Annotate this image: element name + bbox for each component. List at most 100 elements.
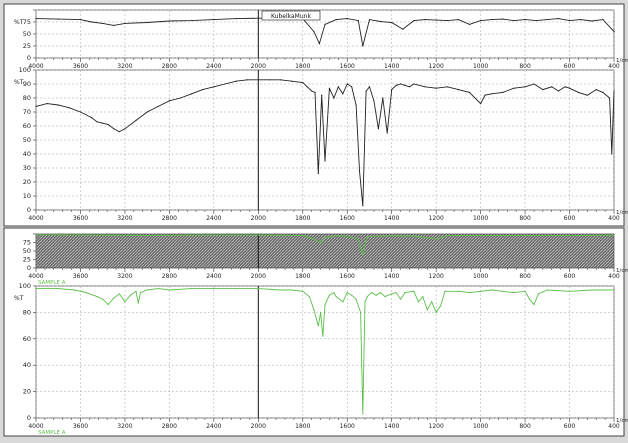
x-tick-label: 3200 (117, 273, 132, 280)
series-point (568, 87, 571, 89)
series-point (373, 100, 375, 102)
series-point (351, 86, 353, 88)
x-tick-label: 1000 (473, 423, 488, 430)
series-point (355, 298, 357, 300)
x-tick-label: 600 (564, 215, 576, 222)
series-point (191, 93, 193, 95)
x-tick-label: 3200 (117, 63, 132, 70)
series-point (537, 293, 540, 295)
x-tick-label: 2400 (206, 63, 221, 70)
x-tick-label: 400 (608, 215, 620, 222)
series-point (79, 19, 82, 21)
series-point (102, 298, 104, 300)
x-tick-label: 800 (519, 273, 531, 280)
series-point (468, 23, 471, 25)
x-tick-label: 4000 (28, 273, 43, 280)
series-point (568, 235, 571, 237)
series-point (382, 97, 384, 99)
series-point (546, 289, 548, 291)
series-point (424, 19, 426, 21)
y-tick-label: 70 (23, 108, 31, 116)
chart-panel-bottom-main: 4000 3600 3200 2800 2400 2000 1800 1600 1400 1200… (14, 282, 628, 436)
series-point (568, 19, 571, 22)
series-point (113, 128, 115, 130)
series-point (317, 325, 319, 327)
x-tick-label: 1600 (340, 423, 355, 430)
series-point (328, 294, 331, 296)
series-point (85, 292, 87, 294)
x-tick-label: 3200 (117, 423, 132, 430)
series-point (102, 122, 104, 124)
series-point (613, 90, 615, 92)
series-point (90, 21, 93, 23)
series-point (457, 290, 459, 292)
series-point (577, 91, 580, 93)
series-point (413, 235, 415, 237)
series-point (611, 153, 613, 155)
x-tick-label: 1600 (340, 273, 355, 280)
series-point (308, 295, 311, 298)
series-point (118, 131, 120, 133)
x-tick-label: 2000 (251, 423, 266, 430)
series-point (371, 292, 373, 294)
series-point (591, 20, 593, 22)
series-point (313, 238, 315, 240)
series-point (313, 309, 315, 311)
series-point (68, 107, 70, 109)
series-point (613, 31, 615, 33)
series-point (457, 89, 459, 91)
x-tick-label: 1200 (429, 423, 444, 430)
series-point (358, 170, 361, 172)
series-point (191, 288, 193, 290)
y-tick-label: 80 (23, 94, 31, 102)
series-point (391, 293, 393, 295)
series-point (246, 79, 248, 81)
series-point (524, 234, 526, 236)
series-point (524, 290, 526, 292)
x-axis-unit-label: 1/cm (616, 418, 628, 424)
x-tick-label: 4000 (28, 63, 43, 70)
series-point (502, 290, 504, 292)
series-point (102, 22, 104, 25)
y-tick-label: 25 (23, 256, 31, 264)
series-point (404, 292, 406, 294)
series-point (146, 111, 148, 113)
series-point (375, 294, 377, 296)
x-tick-label: 1200 (429, 63, 444, 70)
series-point (191, 19, 193, 22)
series-point (468, 292, 471, 294)
x-tick-label: 1200 (429, 273, 444, 280)
series-point (235, 80, 237, 82)
series-point (357, 19, 359, 22)
series-point (379, 20, 382, 23)
series-point (362, 45, 364, 47)
series-point (324, 23, 326, 25)
series-point (368, 86, 371, 88)
series-point (322, 335, 324, 337)
series-point (314, 91, 316, 93)
series-point (417, 301, 419, 303)
x-tick-label: 1400 (384, 215, 399, 222)
series-point (202, 234, 204, 236)
chart-panel-top-main: 4000 3600 3200 2800 2400 2000 1800 1600 1400 1200… (14, 66, 628, 222)
series-point (157, 105, 159, 107)
series-point (480, 234, 482, 236)
y-tick-label: 100 (19, 66, 31, 74)
x-tick-label: 2400 (206, 273, 221, 280)
x-tick-label: 1200 (429, 215, 444, 222)
y-tick-label: 60 (23, 122, 31, 130)
series-point (391, 89, 393, 91)
x-tick-label: 400 (608, 63, 620, 70)
series-point (535, 19, 537, 22)
series-point (324, 236, 326, 238)
series-point (168, 20, 170, 22)
series-point (146, 234, 148, 236)
series-point (377, 128, 379, 130)
series-point (355, 104, 357, 106)
series-point (279, 289, 282, 291)
series-point (342, 93, 344, 95)
series-point (591, 289, 593, 291)
y-tick-label: 0 (27, 54, 31, 62)
series-point (528, 298, 531, 300)
